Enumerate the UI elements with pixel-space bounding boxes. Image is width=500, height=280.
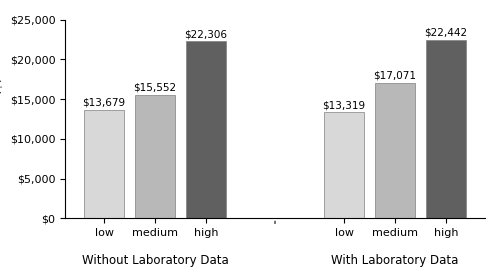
Text: $22,442: $22,442 [424, 28, 468, 38]
Text: $13,319: $13,319 [322, 101, 366, 111]
Text: With Laboratory Data: With Laboratory Data [332, 254, 458, 267]
Text: Without Laboratory Data: Without Laboratory Data [82, 254, 229, 267]
Text: $15,552: $15,552 [134, 83, 176, 93]
Bar [324, 113, 364, 218]
Text: $22,306: $22,306 [184, 29, 228, 39]
Bar [186, 41, 226, 218]
Y-axis label: Total Cost ($): Total Cost ($) [0, 78, 4, 160]
Text: $13,679: $13,679 [82, 98, 126, 108]
Bar [426, 40, 466, 218]
Bar [375, 83, 415, 218]
Bar [135, 95, 175, 218]
Bar [84, 110, 124, 218]
Text: $17,071: $17,071 [374, 71, 416, 81]
